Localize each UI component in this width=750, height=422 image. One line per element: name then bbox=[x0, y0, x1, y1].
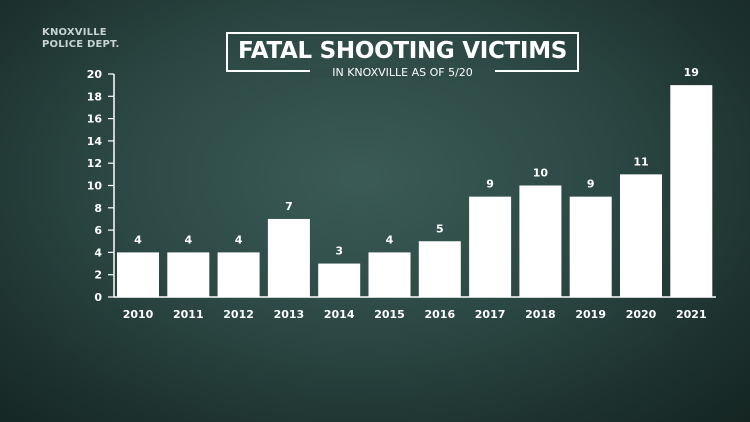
bar-2017 bbox=[469, 196, 512, 297]
bar-value-label-2015: 4 bbox=[386, 233, 394, 246]
y-tick-label: 16 bbox=[87, 113, 103, 126]
bar-2018 bbox=[519, 185, 562, 297]
y-tick-label: 4 bbox=[94, 246, 102, 259]
chart-title: FATAL SHOOTING VICTIMS bbox=[237, 38, 568, 64]
y-tick-label: 6 bbox=[94, 224, 102, 237]
bar-2021 bbox=[670, 85, 713, 298]
x-tick-label-2020: 2020 bbox=[626, 308, 657, 321]
y-tick-label: 2 bbox=[94, 269, 102, 282]
bar-2019 bbox=[569, 196, 612, 297]
bar-value-labels: 4 4 4 7 3 4 5 9 10 9 11 19 bbox=[134, 66, 699, 257]
title-box: FATAL SHOOTING VICTIMS bbox=[226, 32, 579, 72]
subtitle-mask bbox=[310, 68, 495, 78]
bar-2014 bbox=[318, 263, 361, 297]
x-tick-labels: 2010 2011 2012 2013 2014 2015 2016 2017 2018 2019… bbox=[123, 308, 707, 321]
bar-value-label-2010: 4 bbox=[134, 233, 142, 246]
y-tick-label: 0 bbox=[94, 291, 102, 304]
y-tick-label: 10 bbox=[87, 180, 103, 193]
bar-2010 bbox=[117, 252, 159, 297]
x-tick-label-2011: 2011 bbox=[173, 308, 204, 321]
x-tick-label-2021: 2021 bbox=[676, 308, 707, 321]
bar-value-label-2021: 19 bbox=[684, 66, 699, 79]
bar-2016 bbox=[418, 241, 461, 297]
x-tick-label-2010: 2010 bbox=[123, 308, 154, 321]
bar-2012 bbox=[217, 252, 260, 297]
bar-2013 bbox=[267, 218, 310, 297]
y-tick-label: 12 bbox=[87, 157, 102, 170]
x-tick-label-2015: 2015 bbox=[374, 308, 405, 321]
y-tick-label: 14 bbox=[87, 135, 103, 148]
bar-value-label-2018: 10 bbox=[533, 167, 549, 180]
bar-value-label-2020: 11 bbox=[633, 155, 648, 168]
y-axis: 0 2 4 6 8 10 12 14 16 18 20 bbox=[87, 68, 115, 304]
source-line-2: POLICE DEPT. bbox=[42, 39, 120, 50]
y-tick-label: 20 bbox=[87, 68, 103, 81]
bar-value-label-2013: 7 bbox=[285, 200, 293, 213]
y-tick-label: 8 bbox=[94, 202, 102, 215]
bar-2020 bbox=[620, 174, 662, 297]
bars bbox=[117, 85, 713, 298]
bar-2011 bbox=[167, 252, 210, 297]
bar-value-label-2011: 4 bbox=[184, 233, 192, 246]
x-tick-label-2017: 2017 bbox=[475, 308, 506, 321]
x-tick-label-2012: 2012 bbox=[223, 308, 254, 321]
subtitle-wrap: IN KNOXVILLE AS OF 5/20 bbox=[226, 64, 579, 80]
x-tick-label-2014: 2014 bbox=[324, 308, 355, 321]
bar-value-label-2019: 9 bbox=[587, 178, 595, 191]
bar-value-label-2014: 3 bbox=[335, 245, 343, 258]
chart-subtitle: IN KNOXVILLE AS OF 5/20 bbox=[226, 66, 579, 79]
bar-value-label-2012: 4 bbox=[235, 233, 243, 246]
x-tick-label-2016: 2016 bbox=[424, 308, 455, 321]
y-tick-label: 18 bbox=[87, 90, 102, 103]
x-tick-label-2019: 2019 bbox=[575, 308, 606, 321]
source-label: KNOXVILLE POLICE DEPT. bbox=[42, 27, 120, 51]
bar-value-label-2017: 9 bbox=[486, 178, 494, 191]
x-tick-label-2013: 2013 bbox=[274, 308, 305, 321]
source-line-1: KNOXVILLE bbox=[42, 27, 107, 38]
bar-2015 bbox=[368, 252, 411, 297]
chart-subtitle-text: IN KNOXVILLE AS OF 5/20 bbox=[332, 66, 473, 79]
bar-value-label-2016: 5 bbox=[436, 222, 444, 235]
x-tick-label-2018: 2018 bbox=[525, 308, 556, 321]
